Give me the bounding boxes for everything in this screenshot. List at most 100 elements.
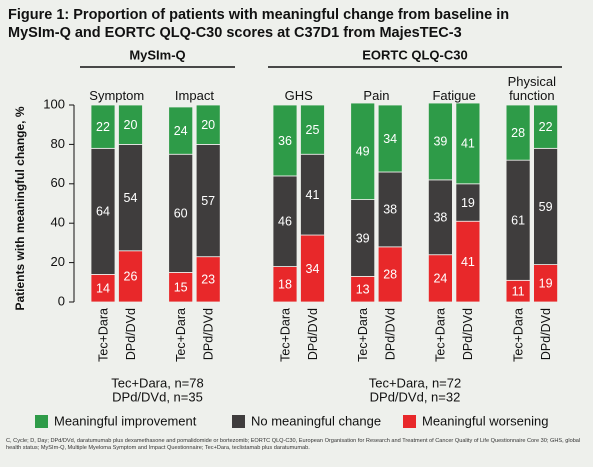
bar-segment	[118, 250, 143, 303]
y-tick-label: 40	[51, 215, 65, 230]
x-tick-label: Tec+Dara	[96, 308, 110, 362]
data-label: 19	[539, 277, 553, 291]
x-tick-label: Tec+Dara	[174, 308, 188, 362]
data-label: 39	[433, 135, 447, 149]
bar-segment	[300, 234, 325, 303]
section-note: Tec+Dara, n=78	[111, 375, 204, 390]
subgroup-label: Physical function	[507, 74, 557, 103]
bar-segment	[272, 104, 298, 177]
bar-segment	[300, 104, 325, 155]
data-label: 22	[96, 120, 110, 134]
data-label: 24	[174, 124, 188, 138]
bar-segment	[168, 272, 194, 303]
bar-segment	[195, 104, 221, 145]
y-axis-title: Patients with meaningful change, %	[13, 106, 27, 310]
bar-segment	[427, 102, 453, 181]
data-label: 25	[306, 123, 320, 137]
chart-title: Figure 1: Proportion of patients with me…	[8, 7, 510, 41]
data-label: 38	[383, 203, 397, 217]
subgroup-label: Symptom	[89, 88, 145, 103]
bar-segment	[90, 274, 116, 303]
bar-segment	[300, 153, 325, 236]
data-label: 49	[356, 145, 370, 159]
data-label: 20	[124, 118, 138, 132]
data-label: 39	[356, 231, 370, 245]
bar-segment	[505, 159, 531, 281]
data-label: 46	[278, 215, 292, 229]
data-label: 11	[512, 284, 525, 298]
bar-segment	[533, 147, 558, 265]
x-tick-label: DPd/DVd	[124, 308, 138, 360]
data-label: 34	[306, 262, 320, 276]
y-tick-label: 60	[51, 175, 65, 190]
bar-segment	[350, 275, 376, 303]
data-label: 23	[201, 273, 215, 287]
bar-segment	[195, 143, 221, 258]
x-tick-label: DPd/DVd	[461, 308, 475, 360]
data-label: 18	[278, 278, 292, 292]
section-title: MySIm-Q	[129, 47, 185, 62]
bar-segment	[533, 104, 558, 149]
section-note: DPd/DVd, n=35	[112, 389, 203, 404]
section-note: Tec+Dara, n=72	[369, 375, 462, 390]
bar-segment	[350, 199, 376, 277]
subgroup-label: GHS	[284, 88, 313, 103]
data-label: 13	[356, 282, 370, 296]
data-label: 34	[383, 132, 397, 146]
data-label: 59	[539, 200, 553, 214]
bar-segment	[168, 153, 194, 273]
bar-segment	[505, 104, 531, 161]
bar-segment	[168, 106, 194, 155]
data-label: 20	[201, 118, 215, 132]
data-label: 15	[174, 281, 188, 295]
y-tick-label: 0	[58, 293, 65, 308]
data-label: 22	[539, 120, 553, 134]
section-note: DPd/DVd, n=32	[370, 389, 461, 404]
x-tick-label: Tec+Dara	[434, 308, 448, 362]
x-tick-label: DPd/DVd	[306, 308, 320, 360]
data-label: 41	[306, 188, 320, 202]
legend-label: Meaningful improvement	[54, 413, 197, 428]
y-tick-label: 80	[51, 136, 65, 151]
data-label: 41	[461, 137, 475, 151]
legend-label: Meaningful worsening	[422, 413, 548, 428]
bar-segment	[533, 264, 558, 303]
data-label: 57	[201, 194, 215, 208]
data-label: 14	[96, 282, 110, 296]
subgroup-label: Pain	[363, 88, 390, 103]
data-label: 19	[461, 196, 475, 210]
data-label: 64	[96, 205, 110, 219]
y-tick-label: 100	[43, 96, 65, 111]
bar-segment	[118, 104, 143, 145]
data-label: 61	[511, 214, 525, 228]
bar-segment	[455, 102, 481, 185]
data-label: 26	[124, 270, 138, 284]
footnote: C, Cycle; D, Day; DPd/DVd, daratumumab p…	[6, 438, 581, 451]
bar-segment	[377, 171, 403, 248]
y-tick-label: 20	[51, 254, 65, 269]
bar-segment	[377, 246, 403, 303]
data-label: 36	[278, 134, 292, 148]
legend-label: No meaningful change	[251, 413, 381, 428]
x-tick-label: DPd/DVd	[539, 308, 553, 360]
bar-segment	[90, 104, 116, 149]
legend-swatch	[35, 415, 48, 428]
data-label: 54	[124, 191, 138, 205]
section-title: EORTC QLQ-C30	[362, 47, 467, 62]
data-label: 38	[433, 211, 447, 225]
data-label: 28	[511, 126, 525, 140]
x-tick-label: Tec+Dara	[278, 308, 292, 362]
bar-segment	[350, 102, 376, 200]
bar-segment	[90, 147, 116, 275]
legend-swatch	[232, 415, 245, 428]
legend-swatch	[403, 415, 416, 428]
bar-segment	[455, 220, 481, 303]
data-label: 60	[174, 207, 188, 221]
subgroup-label: Impact	[174, 88, 214, 103]
x-tick-label: Tec+Dara	[356, 308, 370, 362]
bar-segment	[377, 104, 403, 173]
x-tick-label: Tec+Dara	[511, 308, 525, 362]
bar-segment	[195, 256, 221, 303]
